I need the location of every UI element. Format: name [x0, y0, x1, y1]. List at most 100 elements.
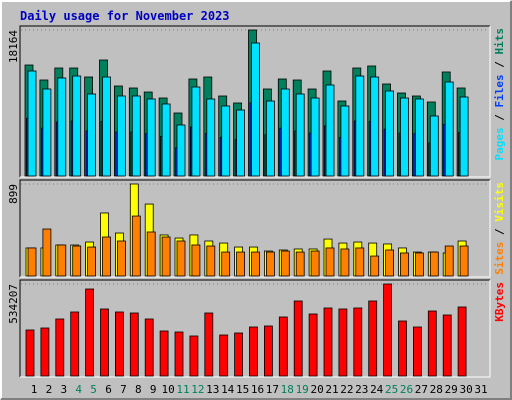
y-tick-label: 18164 — [7, 30, 20, 63]
bar — [293, 300, 303, 377]
legend-entry: KBytes — [493, 282, 506, 322]
bar — [429, 251, 439, 277]
bar — [70, 311, 80, 377]
bar — [27, 247, 37, 277]
bar — [72, 245, 82, 277]
bar — [191, 244, 201, 277]
panel-bevel-dark — [19, 279, 490, 377]
x-tick-label: 14 — [221, 383, 235, 396]
x-tick-label: 8 — [135, 383, 142, 396]
x-tick-label: 31 — [474, 383, 487, 396]
bar — [87, 246, 96, 277]
chart-title: Daily usage for November 2023 — [20, 9, 230, 23]
legend: Pages / Files / Hits — [493, 28, 506, 161]
bar — [204, 312, 214, 377]
bar — [295, 251, 305, 277]
bar — [340, 248, 350, 277]
bar — [100, 308, 109, 377]
panel-bevel-light — [20, 26, 491, 178]
bar — [251, 251, 260, 277]
x-tick-label: 28 — [430, 383, 443, 396]
bar — [280, 88, 290, 177]
bar — [310, 250, 320, 277]
bar — [427, 310, 437, 377]
panel-bevel-light — [20, 280, 491, 378]
legend-entry: Files — [493, 74, 506, 107]
bar — [117, 95, 126, 177]
bar — [129, 312, 139, 377]
bar — [115, 311, 124, 377]
bar — [370, 76, 380, 177]
bar — [251, 42, 260, 177]
x-tick-label: 27 — [415, 383, 428, 396]
x-tick-label: 9 — [150, 383, 157, 396]
bar — [87, 93, 96, 177]
bar — [42, 228, 52, 277]
bar — [144, 318, 154, 377]
legend-separator: / — [493, 222, 506, 242]
bar — [355, 247, 365, 277]
x-tick-label: 1 — [31, 383, 38, 396]
bar — [383, 283, 393, 377]
legend: Sites / Visits — [493, 182, 506, 275]
legend-separator: / — [493, 55, 506, 75]
bar — [161, 103, 171, 177]
bar — [102, 236, 111, 277]
x-tick-label: 3 — [60, 383, 67, 396]
bar — [85, 288, 94, 377]
bar — [131, 215, 141, 277]
x-tick-label: 13 — [206, 383, 219, 396]
legend-entry: Visits — [493, 182, 506, 222]
x-tick-label: 5 — [90, 383, 97, 396]
bar — [398, 320, 407, 377]
bar — [102, 76, 111, 177]
panel-bevel-light — [20, 180, 491, 278]
bar — [353, 307, 363, 377]
bar — [459, 96, 469, 177]
bar — [385, 90, 395, 177]
bar — [457, 306, 467, 377]
bar — [174, 331, 184, 377]
bar — [444, 81, 454, 177]
bar — [25, 329, 35, 377]
x-tick-label: 16 — [251, 383, 264, 396]
bar — [444, 245, 454, 277]
bar — [278, 316, 288, 377]
x-tick-label: 24 — [370, 383, 384, 396]
bar — [280, 250, 290, 277]
x-tick-label: 10 — [161, 383, 174, 396]
bar — [400, 97, 409, 177]
x-tick-label: 15 — [236, 383, 249, 396]
x-tick-label: 6 — [105, 383, 112, 396]
x-tick-label: 26 — [400, 383, 413, 396]
x-tick-label: 19 — [296, 383, 309, 396]
bar — [221, 105, 231, 177]
bar — [57, 244, 67, 277]
legend-entry: Pages — [493, 127, 506, 160]
bar — [131, 95, 141, 177]
bar — [370, 255, 380, 277]
bar — [236, 251, 246, 277]
bar — [308, 313, 318, 377]
bar — [340, 105, 350, 177]
bar — [161, 236, 171, 277]
x-tick-label: 22 — [340, 383, 353, 396]
bar — [265, 100, 275, 177]
bar — [310, 97, 320, 177]
legend-entry: Sites — [493, 242, 506, 275]
bar — [265, 251, 275, 277]
x-tick-label: 4 — [75, 383, 82, 396]
bar — [414, 252, 424, 277]
bar — [234, 332, 244, 377]
panel-bevel-dark — [19, 25, 490, 177]
bar — [412, 326, 422, 377]
bar — [429, 115, 439, 177]
bar — [191, 86, 201, 177]
bar — [57, 77, 67, 177]
legend-entry: Hits — [493, 28, 506, 55]
bar — [55, 318, 65, 377]
bar — [442, 314, 452, 377]
